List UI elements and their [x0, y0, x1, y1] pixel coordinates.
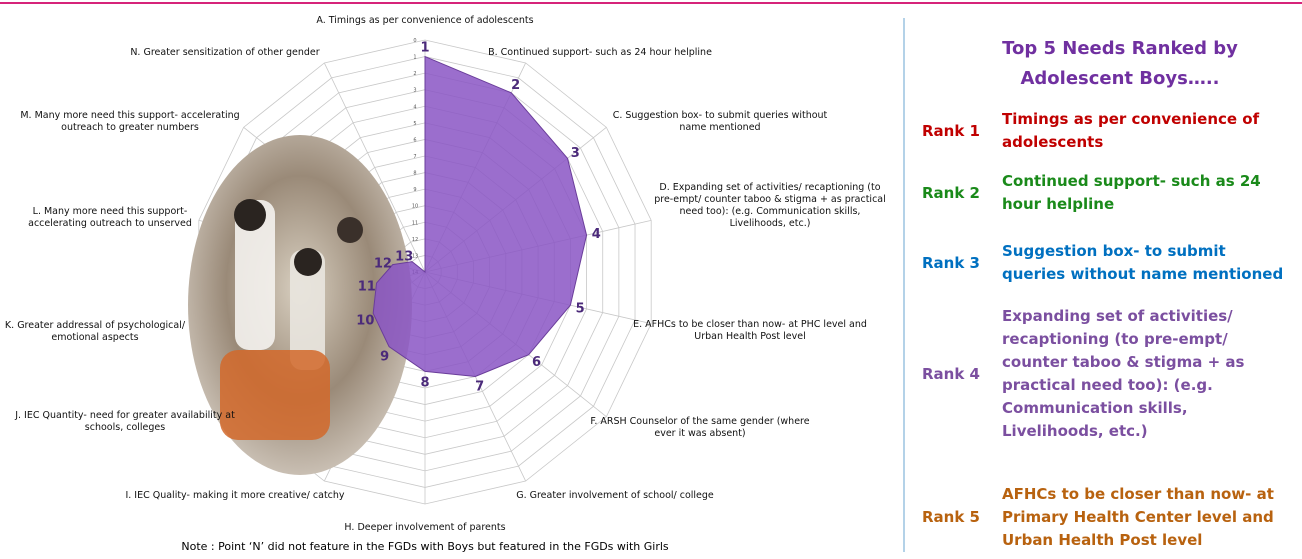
r-tick-label: 1 — [413, 55, 416, 61]
r-tick-label: 11 — [412, 220, 418, 226]
value-label: 13 — [395, 249, 413, 264]
rank-text: Expanding set of activities/ recaptionin… — [1002, 305, 1252, 443]
radar-area — [373, 57, 586, 377]
r-tick-label: 4 — [413, 104, 416, 110]
category-label: D. Expanding set of activities/ recaptio… — [650, 182, 890, 230]
value-label: 9 — [380, 350, 389, 365]
panel-title: Top 5 Needs Ranked by Adolescent Boys….. — [965, 34, 1275, 94]
value-label: 3 — [571, 146, 580, 161]
rank-text: AFHCs to be closer than now- at Primary … — [1002, 483, 1302, 552]
r-tick-label: 0 — [413, 38, 416, 44]
rank-label: Rank 5 — [922, 506, 1002, 529]
r-tick-label: 5 — [413, 121, 416, 127]
category-label: L. Many more need this support- accelera… — [10, 206, 210, 230]
category-label: M. Many more need this support- accelera… — [10, 110, 250, 134]
rank-label: Rank 3 — [922, 252, 1002, 275]
r-tick-label: 2 — [413, 71, 416, 77]
value-label: 12 — [374, 256, 392, 271]
note: Note : Point ‘N’ did not feature in the … — [100, 540, 750, 553]
r-tick-label: 6 — [413, 137, 416, 143]
category-label: B. Continued support- such as 24 hour he… — [480, 47, 720, 59]
value-label: 10 — [356, 314, 374, 329]
r-tick-label: 8 — [413, 171, 416, 177]
rank-text: Timings as per convenience of adolescent… — [1002, 108, 1272, 154]
category-label: C. Suggestion box- to submit queries wit… — [610, 110, 830, 134]
category-label: H. Deeper involvement of parents — [305, 522, 545, 534]
r-tick-label: 12 — [412, 237, 418, 243]
value-label: 4 — [592, 227, 601, 242]
rank-label: Rank 1 — [922, 120, 1002, 143]
value-label: 2 — [511, 78, 520, 93]
value-label: 7 — [475, 380, 484, 395]
value-label: 8 — [420, 375, 429, 390]
category-label: F. ARSH Counselor of the same gender (wh… — [580, 416, 820, 440]
value-label: 6 — [532, 355, 541, 370]
rank-text: Continued support- such as 24 hour helpl… — [1002, 170, 1262, 216]
r-tick-label: 10 — [412, 204, 418, 210]
value-label: 1 — [420, 41, 429, 56]
value-label: 5 — [576, 301, 585, 316]
rank-label: Rank 2 — [922, 182, 1002, 205]
r-tick-label: 7 — [413, 154, 416, 160]
category-label: I. IEC Quality- making it more creative/… — [105, 490, 365, 502]
category-label: K. Greater addressal of psychological/ e… — [0, 320, 190, 344]
category-label: N. Greater sensitization of other gender — [105, 47, 345, 59]
rank-text: Suggestion box- to submit queries withou… — [1002, 240, 1292, 286]
category-label: E. AFHCs to be closer than now- at PHC l… — [630, 319, 870, 343]
category-label: A. Timings as per convenience of adolesc… — [265, 15, 585, 27]
rank-label: Rank 4 — [922, 363, 1002, 386]
page: 0123456789101112131412345678910111213 No… — [0, 0, 1302, 559]
category-label: J. IEC Quantity- need for greater availa… — [5, 410, 245, 434]
r-tick-label: 9 — [413, 187, 416, 193]
r-tick-label: 3 — [413, 88, 416, 94]
value-label: 11 — [358, 279, 376, 294]
category-label: G. Greater involvement of school/ colleg… — [495, 490, 735, 502]
